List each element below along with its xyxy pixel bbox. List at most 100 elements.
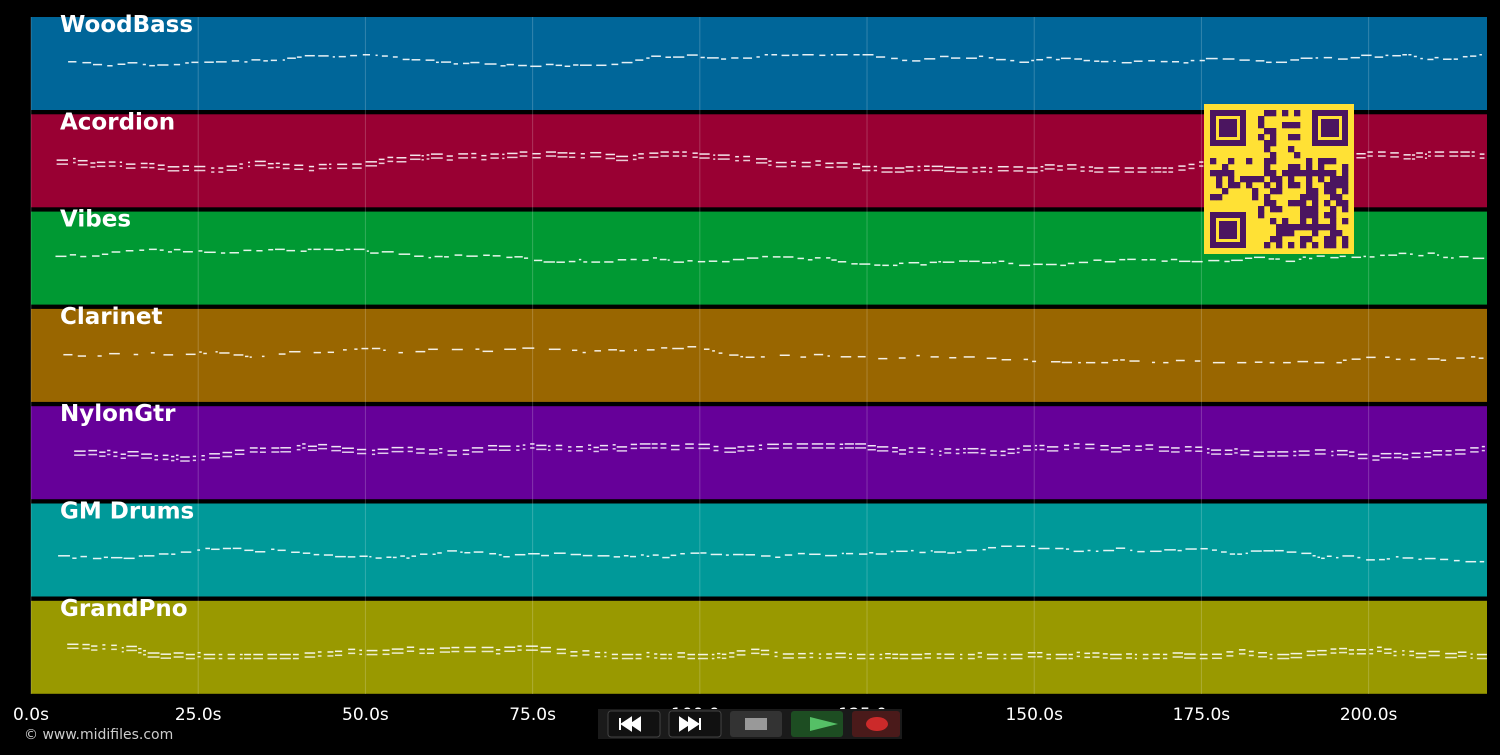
forward-button[interactable] <box>668 710 722 738</box>
note <box>1076 651 1080 654</box>
note <box>1428 151 1431 153</box>
note <box>936 653 942 655</box>
note <box>1034 444 1038 447</box>
note <box>1229 553 1236 555</box>
note <box>882 264 889 267</box>
note <box>1424 451 1432 454</box>
note <box>1478 357 1484 359</box>
note <box>989 167 993 169</box>
note <box>406 650 415 652</box>
note <box>1051 361 1061 363</box>
note <box>102 644 106 646</box>
note <box>1078 261 1089 264</box>
note <box>1363 255 1366 258</box>
note <box>1080 166 1085 168</box>
stop-button[interactable] <box>730 711 782 737</box>
qr-cell <box>1294 152 1301 159</box>
note <box>630 447 638 450</box>
note <box>957 551 962 553</box>
note <box>1402 654 1405 656</box>
note <box>668 657 672 660</box>
note <box>1108 166 1120 169</box>
note <box>1036 58 1044 61</box>
note <box>197 651 201 654</box>
note <box>1460 155 1470 157</box>
note <box>654 657 658 659</box>
note <box>167 166 180 168</box>
note <box>862 169 871 172</box>
note <box>555 444 563 447</box>
note <box>1372 459 1380 461</box>
note <box>1385 54 1389 57</box>
note <box>835 652 846 655</box>
note <box>1171 447 1180 449</box>
note <box>1330 652 1337 654</box>
note <box>582 654 590 656</box>
note <box>1403 154 1411 156</box>
qr-cell <box>1288 134 1295 141</box>
note <box>249 451 258 453</box>
note <box>849 653 852 655</box>
note <box>555 64 563 67</box>
note <box>569 156 576 158</box>
record-button[interactable] <box>852 711 900 737</box>
note <box>1172 656 1183 658</box>
note <box>58 555 70 557</box>
note <box>1413 55 1417 58</box>
note <box>611 63 619 66</box>
note <box>398 253 411 255</box>
qr-cell <box>1258 212 1265 219</box>
note <box>323 248 334 251</box>
note <box>282 163 290 166</box>
rewind-button[interactable] <box>607 710 661 738</box>
note <box>682 151 687 153</box>
note <box>1137 171 1147 173</box>
note <box>963 447 966 450</box>
note <box>916 354 920 357</box>
note <box>1175 359 1185 362</box>
note <box>205 547 210 550</box>
note <box>830 54 834 56</box>
note <box>905 170 914 172</box>
qr-cell <box>1342 170 1349 177</box>
note <box>677 656 686 658</box>
note <box>504 650 516 653</box>
note <box>1067 168 1077 170</box>
note <box>1443 256 1448 259</box>
qr-cell <box>1330 236 1337 243</box>
note <box>743 57 753 59</box>
note <box>651 447 658 449</box>
note <box>978 55 984 58</box>
note <box>317 651 322 653</box>
play-button[interactable] <box>791 711 843 737</box>
note <box>1479 54 1482 56</box>
track-name: GrandPno <box>60 596 188 622</box>
note <box>646 655 650 658</box>
qr-cell <box>1276 242 1283 249</box>
note <box>345 248 351 251</box>
note <box>917 165 921 168</box>
note <box>545 63 554 66</box>
note <box>500 65 506 67</box>
note <box>1445 454 1452 456</box>
note <box>826 447 835 449</box>
note <box>391 648 404 650</box>
note <box>148 248 157 251</box>
note <box>568 446 572 448</box>
note <box>1016 545 1026 547</box>
qr-cell <box>1216 176 1223 183</box>
note <box>338 55 346 58</box>
note <box>616 159 629 162</box>
note <box>630 443 638 446</box>
note <box>967 451 979 454</box>
note <box>659 258 667 261</box>
note <box>576 445 583 448</box>
note <box>1137 550 1145 553</box>
qr-cell <box>1330 224 1337 231</box>
note <box>588 444 592 446</box>
note <box>490 153 499 155</box>
note <box>826 653 832 655</box>
qr-cell <box>1330 206 1337 213</box>
qr-cell <box>1288 176 1295 183</box>
qr-cell <box>1282 170 1289 177</box>
